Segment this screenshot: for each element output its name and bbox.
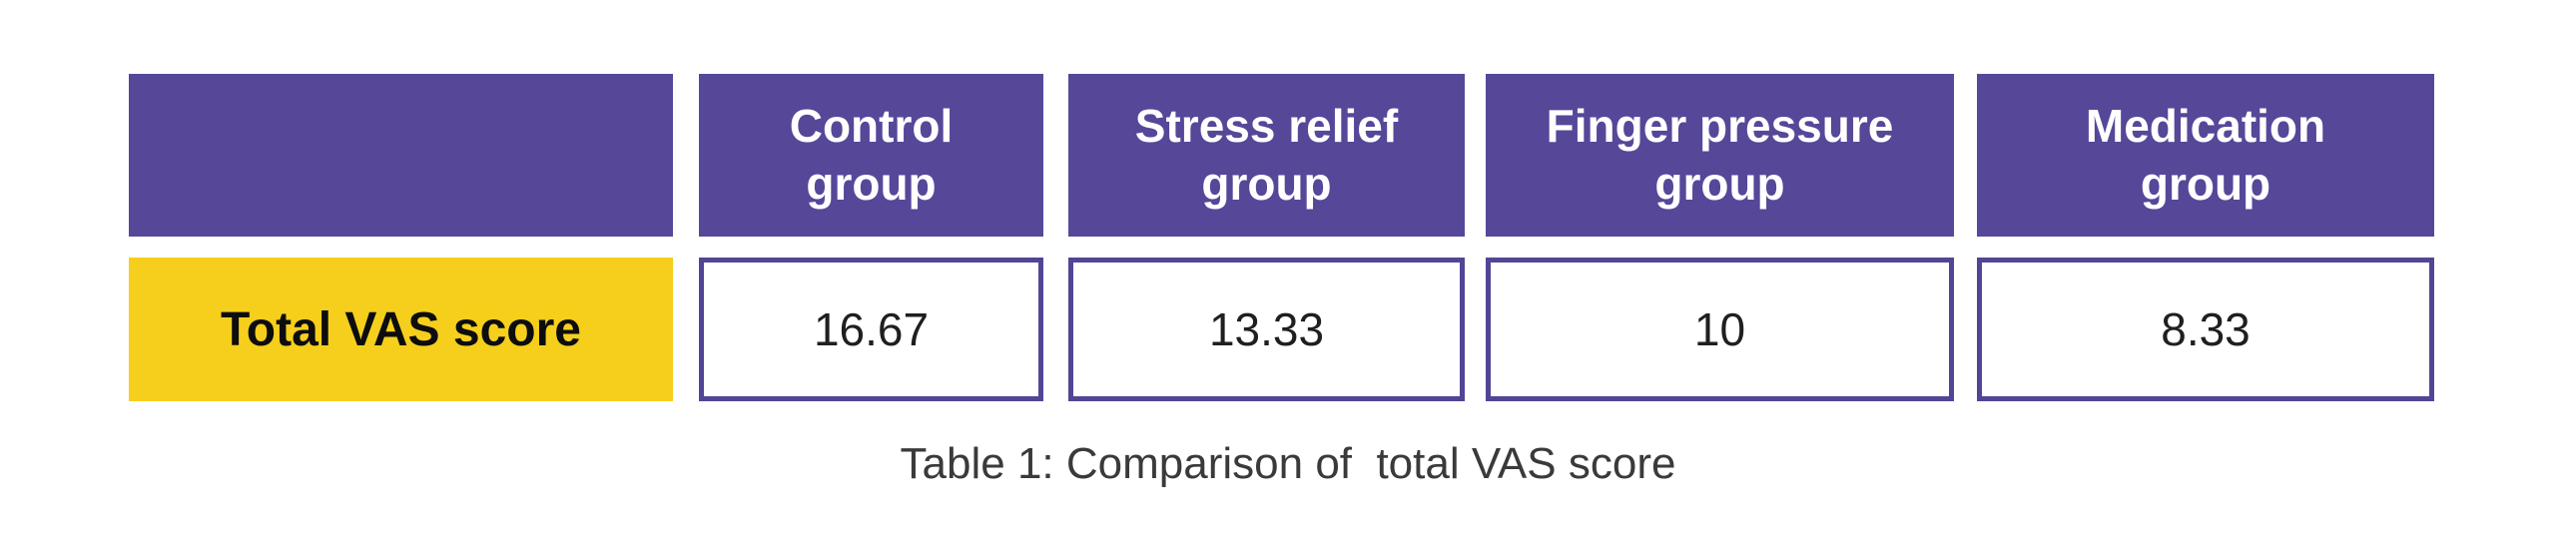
header-label-medication-group: Medication group xyxy=(2085,99,2326,210)
header-cell-medication-group: Medication group xyxy=(1977,74,2434,237)
value-control-group: 16.67 xyxy=(813,303,930,355)
value-stress-relief-group: 13.33 xyxy=(1208,303,1325,355)
value-medication-group: 8.33 xyxy=(2161,303,2251,355)
header-cell-empty xyxy=(129,74,673,237)
value-cell-medication-group: 8.33 xyxy=(1977,258,2434,401)
value-cell-stress-relief-group: 13.33 xyxy=(1068,258,1465,401)
header-label-stress-relief-group: Stress relief group xyxy=(1134,99,1399,210)
row-label-total-vas-score: Total VAS score xyxy=(129,258,673,401)
table-caption: Table 1: Comparison of total VAS score xyxy=(900,439,1676,488)
row-label-text: Total VAS score xyxy=(221,302,581,356)
value-finger-pressure-group: 10 xyxy=(1693,303,1746,355)
header-cell-stress-relief-group: Stress relief group xyxy=(1068,74,1465,237)
header-label-finger-pressure-group: Finger pressure group xyxy=(1546,99,1894,210)
header-cell-finger-pressure-group: Finger pressure group xyxy=(1486,74,1954,237)
header-cell-control-group: Control group xyxy=(699,74,1043,237)
value-cell-control-group: 16.67 xyxy=(699,258,1043,401)
header-label-control-group: Control group xyxy=(789,99,954,210)
value-cell-finger-pressure-group: 10 xyxy=(1486,258,1954,401)
